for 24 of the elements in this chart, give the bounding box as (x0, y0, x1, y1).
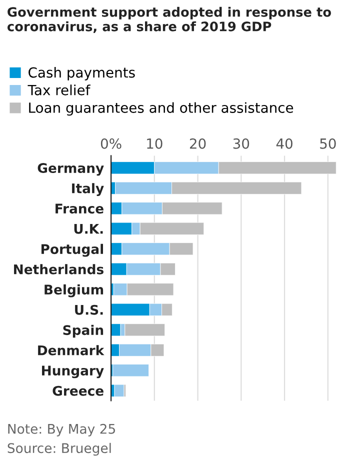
y-tick-label: Italy (72, 183, 104, 196)
x-tick-label: 40 (276, 138, 292, 149)
text: Note: By May 25 (8, 424, 115, 436)
y-tick-label: Greece (52, 386, 104, 396)
legend-label: Loan guarantees and other assistance (29, 102, 294, 116)
source-note: Source: Bruegel (8, 442, 111, 456)
y-tick-label: Germany (38, 163, 104, 176)
y-tick-label: Spain (63, 324, 104, 338)
x-tick-label: 30 (233, 138, 250, 149)
x-tick-label: 10 (147, 138, 162, 149)
x-tick-label: 20 (190, 138, 206, 149)
y-tick-label: Portugal (41, 244, 103, 257)
y-tick-label: Hungary (42, 366, 104, 378)
y-tick-label: Belgium (44, 284, 104, 298)
y-tick-label: Netherlands (14, 264, 104, 274)
legend-label: Tax relief (28, 84, 90, 96)
y-tick-label: U.S. (75, 304, 103, 315)
legend-label: Cash payments (28, 66, 135, 80)
x-tick-label: 0% (100, 138, 122, 149)
chart-title: Government support adopted in response to coronavirus, as a share of 2019 GDP (7, 6, 331, 33)
y-tick-label: Denmark (38, 345, 104, 356)
x-tick-label: 50 (320, 138, 336, 149)
y-tick-label: France (56, 204, 104, 214)
y-tick-label: U.K. (74, 224, 103, 234)
